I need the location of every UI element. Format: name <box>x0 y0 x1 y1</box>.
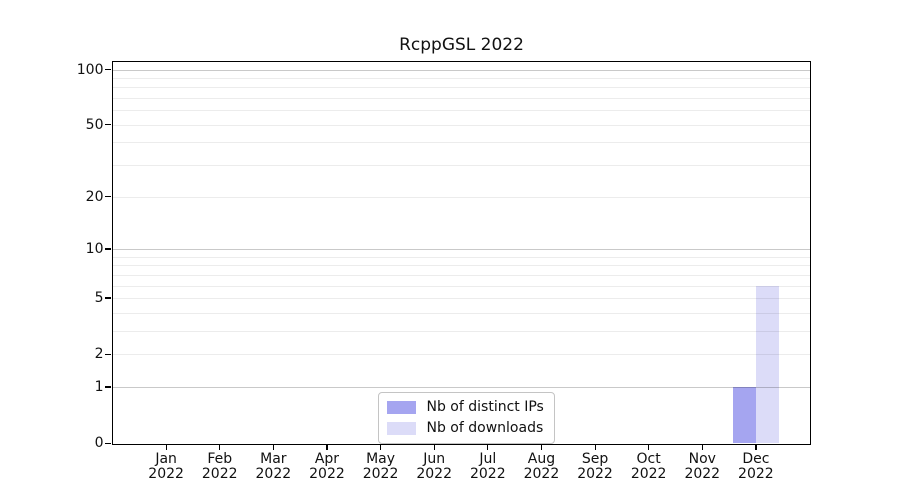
x-tick-mark <box>648 445 650 450</box>
x-tick-year: 2022 <box>309 466 345 482</box>
gridline-minor <box>112 196 810 198</box>
gridline-minor <box>112 77 810 79</box>
gridline-minor <box>112 142 810 144</box>
gridline-major <box>112 69 810 71</box>
x-tick-label: Nov 2022 <box>667 450 737 483</box>
gridline-minor <box>112 87 810 89</box>
x-tick-month: Sep <box>581 450 609 467</box>
x-tick-year: 2022 <box>416 466 452 482</box>
y-tick-mark <box>105 297 111 299</box>
x-tick-month: Nov <box>688 450 716 467</box>
x-tick-year: 2022 <box>469 466 506 482</box>
x-tick-month: Mar <box>260 450 287 467</box>
x-tick-month: Apr <box>314 450 340 467</box>
bar-nb-of-distinct-ips <box>732 386 756 444</box>
bar-nb-of-downloads <box>755 285 779 444</box>
gridline-minor <box>112 285 810 287</box>
gridline-minor <box>112 354 810 356</box>
y-tick-mark <box>105 124 111 126</box>
legend: Nb of distinct IPs Nb of downloads <box>377 391 555 444</box>
y-tick-mark <box>105 442 111 444</box>
x-tick-month: Dec <box>742 450 770 467</box>
x-tick-mark <box>219 445 221 450</box>
x-tick-label: Dec 2022 <box>721 450 791 483</box>
x-tick-label: Feb 2022 <box>185 450 255 483</box>
x-tick-label: Mar 2022 <box>238 450 308 483</box>
x-tick-month: Feb <box>207 450 233 467</box>
x-tick-year: 2022 <box>255 466 292 482</box>
y-tick-label: 2 <box>94 346 104 363</box>
x-tick-year: 2022 <box>630 466 667 482</box>
x-tick-mark <box>165 445 167 450</box>
gridline-major <box>112 386 810 388</box>
y-tick-label: 5 <box>94 289 104 306</box>
x-tick-label: Apr 2022 <box>292 450 362 483</box>
legend-label: Nb of distinct IPs <box>426 399 544 415</box>
gridline-minor <box>112 274 810 276</box>
x-tick-mark <box>272 445 275 450</box>
y-tick-label: 1 <box>94 378 104 395</box>
x-tick-mark <box>380 445 382 450</box>
gridline-minor <box>112 330 810 332</box>
legend-swatch <box>386 421 416 435</box>
legend-label: Nb of downloads <box>426 420 544 436</box>
x-tick-label: Oct 2022 <box>614 450 684 483</box>
y-tick-mark <box>105 69 111 71</box>
plot-area: 0 1 2 5 10 20 50 100 Jan 2022 Feb 2022 Mar 2022 Apr 20… <box>77 60 811 482</box>
y-tick-label: 20 <box>85 188 104 205</box>
x-tick-year: 2022 <box>148 466 184 482</box>
x-tick-year: 2022 <box>362 466 399 482</box>
x-tick-month: May <box>366 450 396 467</box>
x-tick-mark <box>594 445 596 450</box>
x-tick-label: Aug 2022 <box>506 450 576 483</box>
legend-swatch <box>386 400 416 414</box>
x-tick-month: Aug <box>527 450 556 467</box>
x-tick-month: Jan <box>155 450 177 467</box>
gridline-minor <box>112 165 810 167</box>
x-tick-mark <box>433 445 435 450</box>
gridline-minor <box>112 312 810 314</box>
gridline-minor <box>112 265 810 267</box>
x-tick-mark <box>701 445 703 450</box>
y-tick-mark <box>105 196 111 198</box>
x-tick-mark <box>755 445 757 450</box>
gridline-minor <box>112 110 810 112</box>
x-tick-label: Jun 2022 <box>399 450 469 483</box>
gridline-minor <box>112 98 810 100</box>
chart-title: RcppGSL 2022 <box>399 35 524 55</box>
y-tick-label: 10 <box>85 240 104 257</box>
x-tick-label: Jul 2022 <box>453 450 523 483</box>
x-tick-label: Jan 2022 <box>131 450 201 483</box>
x-tick-year: 2022 <box>738 466 774 482</box>
legend-item: Nb of distinct IPs <box>386 399 544 416</box>
x-tick-month: Jul <box>479 450 497 467</box>
gridline-minor <box>112 256 810 258</box>
x-tick-label: May 2022 <box>346 450 416 483</box>
x-tick-mark <box>540 445 543 450</box>
x-tick-label: Sep 2022 <box>560 450 630 483</box>
x-tick-year: 2022 <box>577 466 613 482</box>
y-tick-mark <box>105 386 111 388</box>
x-tick-mark <box>487 445 489 450</box>
x-tick-year: 2022 <box>201 466 238 482</box>
x-tick-month: Oct <box>636 450 661 467</box>
y-tick-label: 0 <box>94 435 104 451</box>
x-tick-month: Jun <box>423 450 446 467</box>
y-tick-mark <box>105 248 111 250</box>
x-tick-mark <box>326 445 328 450</box>
x-tick-year: 2022 <box>684 466 721 482</box>
gridline-minor <box>112 124 810 126</box>
y-tick-label: 100 <box>76 61 104 78</box>
x-tick-year: 2022 <box>523 466 560 482</box>
y-tick-mark <box>105 353 111 355</box>
gridline-major <box>112 248 810 250</box>
y-tick-label: 50 <box>85 116 104 133</box>
legend-item: Nb of downloads <box>386 420 544 437</box>
gridline-minor <box>112 297 810 299</box>
